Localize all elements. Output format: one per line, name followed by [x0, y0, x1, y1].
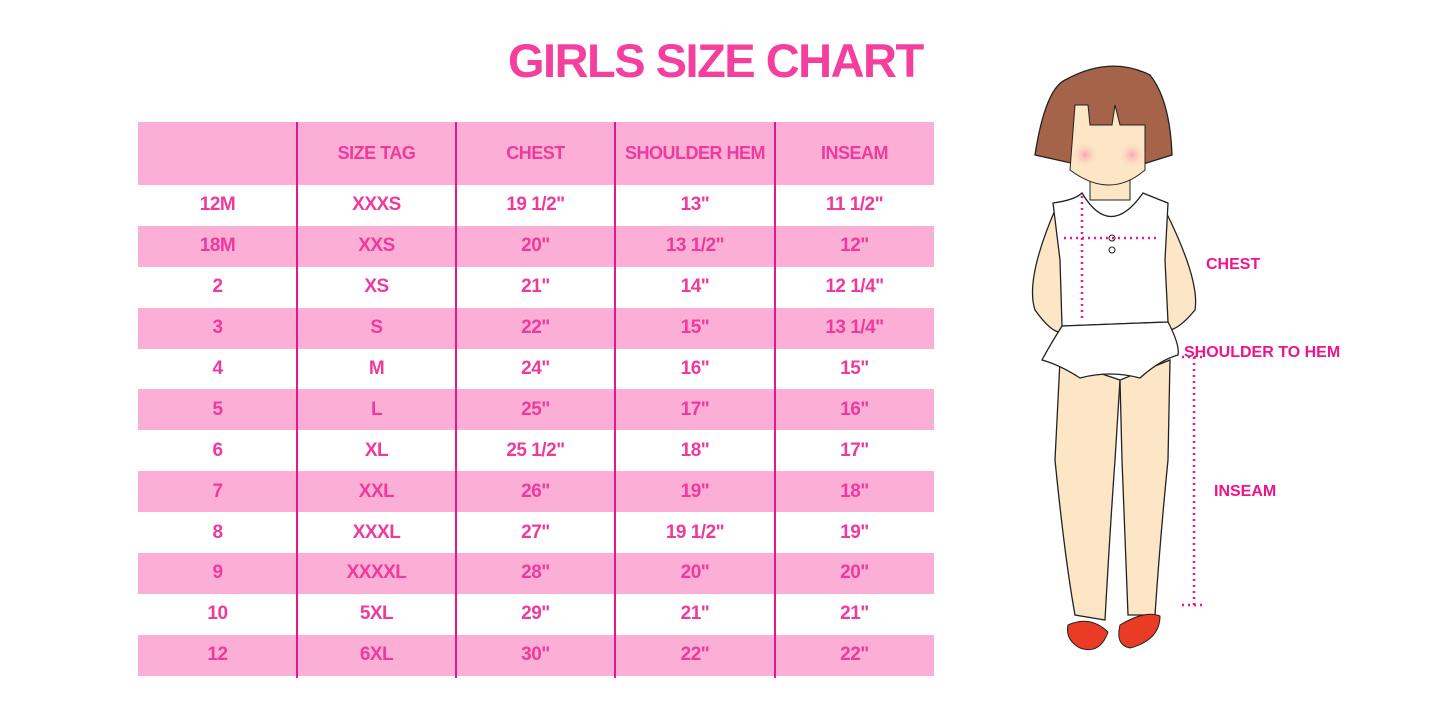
table-cell: 21"	[840, 603, 869, 625]
table-cell: 22"	[840, 644, 869, 666]
table-cell: 9	[212, 562, 223, 584]
table-cell: 18"	[680, 439, 710, 461]
chest-label: CHEST	[1206, 256, 1261, 273]
table-cell: 30"	[521, 644, 550, 666]
table-cell: 18"	[840, 480, 869, 502]
table-cell: L	[370, 398, 383, 420]
table-cell: 11 1/2"	[825, 194, 884, 216]
girl-illustration: CHEST SHOULDER TO HEM INSEAM	[1020, 60, 1380, 665]
table-row: 6 XL 25 1/2" 18" 17"	[138, 430, 934, 471]
table-cell: 20"	[680, 562, 710, 584]
table-cell: 19 1/2"	[665, 521, 725, 543]
table-cell: 12 1/4"	[825, 276, 884, 298]
table-cell: 19"	[840, 521, 869, 543]
table-cell: 2	[212, 276, 223, 298]
table-cell: 18M	[199, 235, 236, 257]
table-cell: 15"	[840, 358, 869, 379]
table-cell: 21"	[680, 603, 710, 625]
table-cell: 13"	[680, 194, 710, 216]
table-cell: 22"	[680, 644, 710, 666]
table-cell: 25 1/2"	[506, 439, 565, 461]
table-cell: 12	[207, 644, 228, 666]
table-cell: 6	[212, 439, 223, 461]
table-cell: 19"	[680, 480, 710, 502]
table-cell: 12M	[199, 194, 236, 216]
table-cell: 5XL	[359, 603, 394, 625]
table-cell: 28"	[521, 562, 550, 584]
shoulder-to-hem-label: SHOULDER TO HEM	[1184, 344, 1341, 361]
table-cell: XS	[364, 276, 389, 298]
table-cell: 16"	[840, 398, 869, 420]
table-cell: 7	[212, 480, 223, 502]
table-cell: 10	[207, 603, 228, 625]
table-row: 12M XXXS 19 1/2" 13" 11 1/2"	[138, 185, 934, 226]
table-cell: M	[368, 358, 385, 379]
table-cell: 24"	[521, 358, 550, 379]
header-cell: INSEAM	[820, 143, 889, 163]
table-cell: 21"	[521, 276, 550, 298]
header-cell: SHOULDER HEM	[624, 143, 766, 163]
table-cell: 15"	[680, 317, 710, 339]
table-cell: XL	[364, 439, 389, 461]
table-cell: 20"	[840, 562, 869, 584]
table-cell: XXS	[358, 235, 395, 257]
table-cell: XXL	[358, 480, 395, 502]
table-row: 10 5XL 29" 21" 21"	[138, 594, 934, 635]
table-cell: S	[370, 317, 383, 339]
table-cell: 6XL	[359, 644, 394, 666]
table-cell: 22"	[521, 317, 550, 339]
table-row: 3 S 22" 15" 13 1/4"	[138, 307, 934, 349]
table-cell: XXXL	[352, 521, 401, 543]
table-row: 7 XXL 26" 19" 18"	[138, 471, 934, 513]
table-cell: 26"	[521, 480, 550, 502]
table-cell: 25"	[521, 398, 550, 420]
column-divider	[296, 122, 298, 678]
header-cell: CHEST	[506, 143, 565, 163]
column-divider	[774, 122, 776, 678]
table-cell: XXXS	[352, 194, 401, 216]
table-cell: XXXXL	[346, 562, 407, 584]
table-row: 12 6XL 30" 22" 22"	[138, 634, 934, 676]
page-title: GIRLS SIZE CHART	[508, 34, 924, 87]
table-row: 4 M 24" 16" 15"	[138, 349, 934, 390]
table-row: 5 L 25" 17" 16"	[138, 389, 934, 431]
table-row: 8 XXXL 27" 19 1/2" 19"	[138, 512, 934, 553]
table-row: 9 XXXXL 28" 20" 20"	[138, 553, 934, 594]
table-cell: 3	[212, 317, 223, 339]
table-cell: 4	[212, 358, 223, 379]
table-cell: 17"	[680, 398, 710, 420]
table-cell: 16"	[680, 358, 710, 379]
inseam-label: INSEAM	[1214, 483, 1277, 500]
table-cell: 13 1/4"	[825, 317, 884, 339]
table-cell: 5	[212, 398, 223, 420]
table-cell: 8	[212, 521, 223, 543]
table-row: 2 XS 21" 14" 12 1/4"	[138, 267, 934, 308]
table-cell: 12"	[840, 235, 869, 257]
table-cell: 14"	[680, 276, 710, 298]
table-cell: 17"	[840, 439, 869, 461]
table-cell: 20"	[521, 235, 550, 257]
table-cell: 19 1/2"	[506, 194, 565, 216]
table-header-row: SIZE TAG CHEST SHOULDER HEM INSEAM	[138, 122, 934, 185]
table-row: 18M XXS 20" 13 1/2" 12"	[138, 225, 934, 267]
column-divider	[614, 122, 616, 678]
size-table: SIZE TAG CHEST SHOULDER HEM INSEAM 12M XX…	[138, 122, 934, 676]
column-divider	[455, 122, 457, 678]
table-cell: 27"	[521, 521, 550, 543]
table-cell: 29"	[521, 603, 550, 625]
header-cell: SIZE TAG	[337, 143, 416, 163]
table-cell: 13 1/2"	[665, 235, 725, 257]
